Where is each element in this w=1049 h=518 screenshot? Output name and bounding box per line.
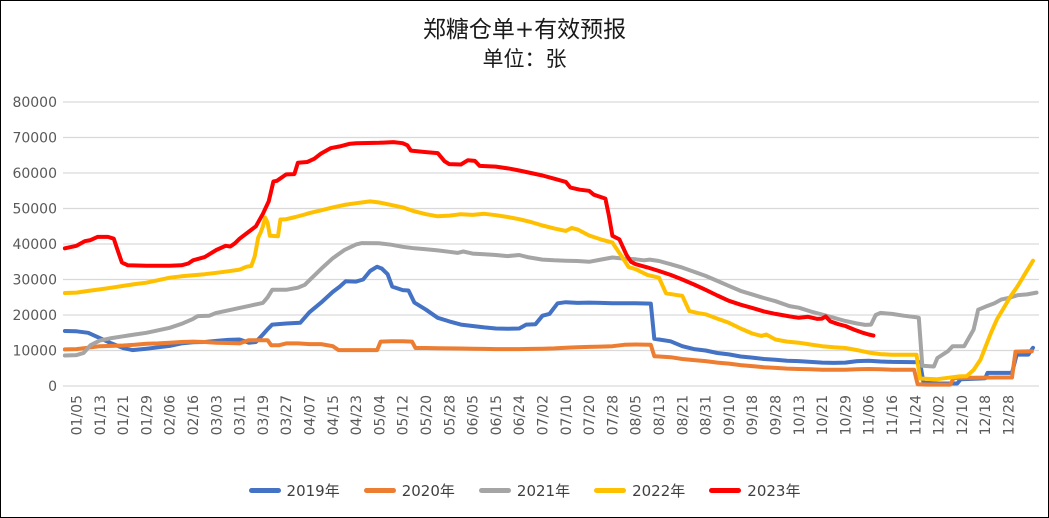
x-axis-label: 11/16 [885, 395, 901, 435]
legend-swatch [594, 487, 627, 493]
series-line-2022 [62, 199, 1035, 382]
x-axis-label: 10/13 [792, 395, 808, 435]
y-axis-label: 10000 [12, 344, 57, 360]
chart-title-block: 郑糖仓单+有效预报 单位：张 [1, 15, 1048, 73]
legend-item-2023: 2023年 [709, 480, 800, 501]
legend-label: 2023年 [747, 481, 801, 500]
x-axis-label: 10/21 [815, 395, 831, 435]
x-axis-label: 07/02 [536, 395, 552, 435]
y-axis-label: 20000 [12, 308, 57, 324]
y-axis-label: 70000 [12, 131, 57, 147]
x-axis-label: 08/13 [652, 395, 668, 435]
legend-label: 2022年 [632, 481, 686, 500]
x-axis-label: 01/13 [93, 395, 109, 435]
x-axis-label: 02/16 [186, 395, 202, 435]
x-axis-label: 07/20 [582, 395, 598, 435]
x-axis-label: 12/18 [978, 395, 994, 435]
x-axis-label: 08/31 [699, 395, 715, 435]
x-axis-label: 08/21 [675, 395, 691, 435]
x-axis-label: 05/04 [372, 395, 388, 435]
legend-swatch [709, 487, 742, 493]
x-axis-label: 09/28 [769, 395, 785, 435]
x-axis-label: 06/15 [489, 395, 505, 435]
legend-item-2020: 2020年 [363, 480, 455, 501]
legend-label: 2020年 [401, 481, 455, 500]
y-axis-label: 40000 [12, 237, 57, 253]
x-axis-label: 08/05 [629, 395, 645, 435]
x-axis-label: 06/24 [512, 395, 528, 435]
x-axis-label: 12/10 [955, 395, 971, 435]
x-axis-label: 07/10 [559, 395, 575, 435]
series-line-2020 [62, 338, 1034, 387]
x-axis-label: 02/06 [163, 395, 179, 435]
x-axis-label: 06/05 [466, 395, 482, 435]
y-axis-label: 50000 [12, 202, 57, 218]
x-axis-label: 04/07 [303, 395, 319, 435]
series-line-2023 [62, 140, 876, 338]
legend-item-2022: 2022年 [594, 480, 685, 501]
x-axis-label: 10/29 [838, 395, 854, 435]
legend-label: 2021年 [516, 481, 571, 500]
x-axis-label: 09/18 [745, 395, 761, 435]
legend-swatch [478, 487, 511, 493]
legend-swatch [248, 487, 281, 493]
chart-subtitle: 单位：张 [482, 47, 567, 71]
x-axis-label: 03/27 [279, 395, 295, 435]
x-axis-label: 12/28 [1002, 395, 1018, 435]
y-axis-label: 30000 [12, 273, 57, 289]
y-axis-label: 80000 [12, 95, 57, 111]
x-axis-label: 11/24 [908, 395, 924, 435]
x-axis-label: 03/19 [256, 395, 272, 435]
x-axis-label: 05/20 [419, 395, 435, 435]
y-axis-label: 0 [48, 379, 57, 395]
x-axis-label: 05/12 [396, 395, 412, 435]
x-axis-label: 01/21 [116, 395, 132, 435]
legend-item-2019: 2019年 [248, 480, 340, 501]
series-line-2021 [62, 241, 1039, 369]
x-axis-label: 01/05 [70, 395, 86, 435]
y-axis-label: 60000 [12, 166, 57, 182]
series-line-2019 [62, 264, 1035, 386]
x-axis-label: 09/10 [722, 395, 738, 435]
legend-label: 2019年 [286, 481, 340, 500]
x-axis-label: 11/06 [862, 395, 878, 435]
legend-swatch [363, 487, 396, 493]
x-axis-label: 07/28 [605, 395, 621, 435]
x-axis-label: 04/23 [349, 395, 365, 435]
x-axis-label: 05/28 [442, 395, 458, 435]
legend-item-2021: 2021年 [478, 480, 571, 501]
chart-title: 郑糖仓单+有效预报 [422, 17, 627, 43]
x-axis-label: 03/11 [233, 395, 249, 435]
x-axis-label: 04/15 [326, 395, 342, 435]
chart-legend: 2019年 2020年 2021年 2022年 2023年 [1, 475, 1048, 505]
x-axis-label: 12/02 [932, 395, 948, 435]
x-axis-label: 03/03 [209, 395, 225, 435]
x-axis-label: 01/29 [139, 395, 155, 435]
